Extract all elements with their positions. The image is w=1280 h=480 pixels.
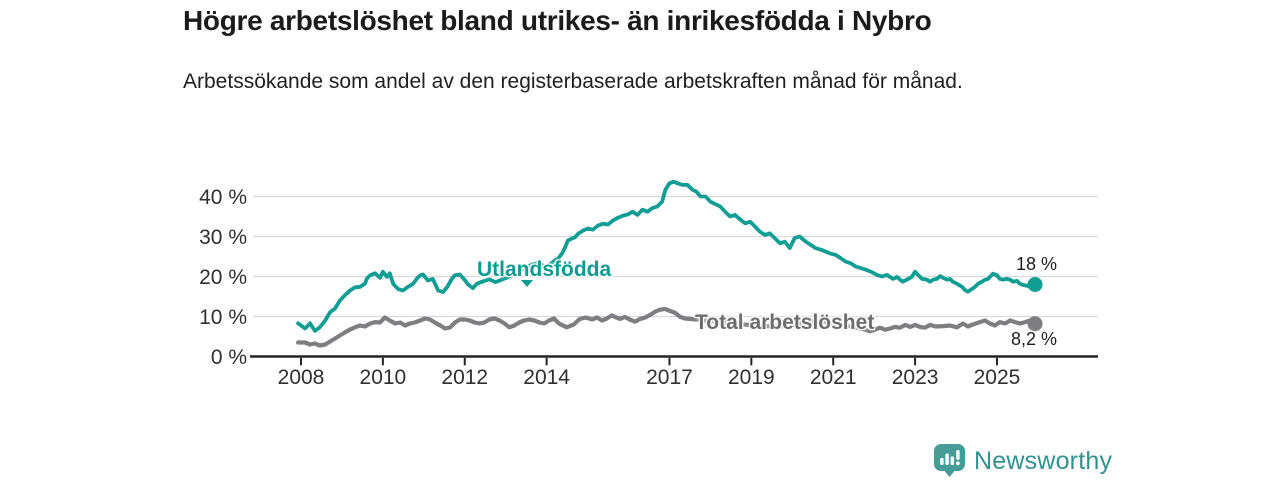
- x-tick-label-2025: 2025: [974, 366, 1021, 389]
- end-value-total: 8,2 %: [1011, 329, 1058, 349]
- x-tick-label-2021: 2021: [810, 366, 857, 389]
- series-end-dot-1: [1027, 316, 1043, 332]
- y-tick-label-40: 40 %: [199, 186, 247, 209]
- chart-subtitle: Arbetssökande som andel av den registerb…: [183, 70, 963, 93]
- y-tick-label-0: 0 %: [211, 346, 247, 369]
- y-tick-label-20: 20 %: [199, 266, 247, 289]
- newsworthy-brand-text: Newsworthy: [974, 447, 1113, 475]
- x-tick-label-2019: 2019: [728, 366, 775, 389]
- x-tick-label-2012: 2012: [441, 366, 488, 389]
- newsworthy-logo-icon: [934, 444, 965, 477]
- newsworthy-brand: Newsworthy: [934, 444, 1112, 478]
- series-end-dot-0: [1027, 277, 1043, 292]
- series-line-0: [296, 179, 1037, 333]
- series-label-total-arbetsloshet: Total arbetslöshet: [695, 311, 875, 334]
- x-tick-label-2008: 2008: [278, 366, 325, 389]
- end-value-utlandsfodda: 18 %: [1016, 254, 1058, 274]
- x-tick-label-2017: 2017: [646, 366, 693, 389]
- y-tick-label-10: 10 %: [199, 306, 247, 329]
- y-tick-label-30: 30 %: [199, 226, 247, 249]
- x-tick-label-2023: 2023: [892, 366, 939, 389]
- x-tick-label-2014: 2014: [523, 366, 570, 389]
- series-label-utlandsfodda: Utlandsfödda: [477, 258, 612, 281]
- caret-down-icon: [521, 280, 533, 287]
- x-tick-label-2010: 2010: [360, 366, 407, 389]
- series-line-1: [296, 306, 1038, 348]
- chart-title: Högre arbetslöshet bland utrikes- än inr…: [183, 5, 932, 36]
